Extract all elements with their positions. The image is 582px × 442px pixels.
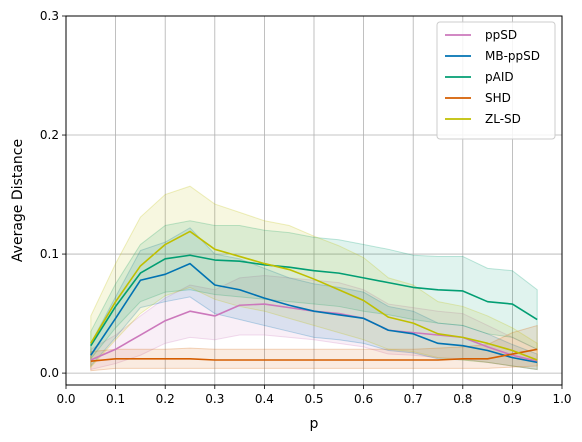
line-zl-sd	[90, 230, 538, 361]
line-shd	[90, 348, 538, 362]
x-tick-label: 0.0	[56, 392, 75, 406]
x-axis-label: p	[310, 416, 319, 432]
line-paid	[90, 254, 538, 347]
legend-entry: ppSD	[485, 28, 517, 42]
legend: ppSD MB-ppSD pAID SHD ZL-SD	[436, 21, 556, 140]
line-mb-ppsd	[90, 262, 538, 364]
x-tick-label: 0.4	[255, 392, 274, 406]
x-tick-label: 0.5	[304, 392, 323, 406]
legend-box	[436, 21, 556, 140]
x-tick-label: 0.9	[503, 392, 522, 406]
legend-entry: SHD	[485, 91, 511, 105]
y-tick-label: 0.0	[40, 366, 59, 380]
x-tick-label: 0.7	[404, 392, 423, 406]
band-ppsd	[90, 274, 538, 371]
legend-entry: ZL-SD	[485, 112, 521, 126]
y-tick-label: 0.1	[40, 247, 59, 261]
x-tick-label: 0.3	[205, 392, 224, 406]
legend-entry: pAID	[485, 70, 514, 84]
x-tick-label: 0.2	[156, 392, 175, 406]
legend-entry: MB-ppSD	[485, 49, 540, 63]
x-tick-label: 0.8	[453, 392, 472, 406]
x-axis-ticks: 0.0 0.1 0.2 0.3 0.4 0.5 0.6 0.7 0.8 0.9 1.0	[56, 385, 572, 406]
y-axis-label: Average Distance	[10, 139, 26, 262]
y-axis-ticks: 0.0 0.1 0.2 0.3	[40, 9, 66, 380]
x-tick-label: 1.0	[552, 392, 571, 406]
series-lines	[90, 230, 538, 364]
y-tick-label: 0.3	[40, 9, 59, 23]
y-tick-label: 0.2	[40, 128, 59, 142]
x-tick-label: 0.1	[106, 392, 125, 406]
x-tick-label: 0.6	[354, 392, 373, 406]
band-zl-sd	[90, 185, 538, 371]
